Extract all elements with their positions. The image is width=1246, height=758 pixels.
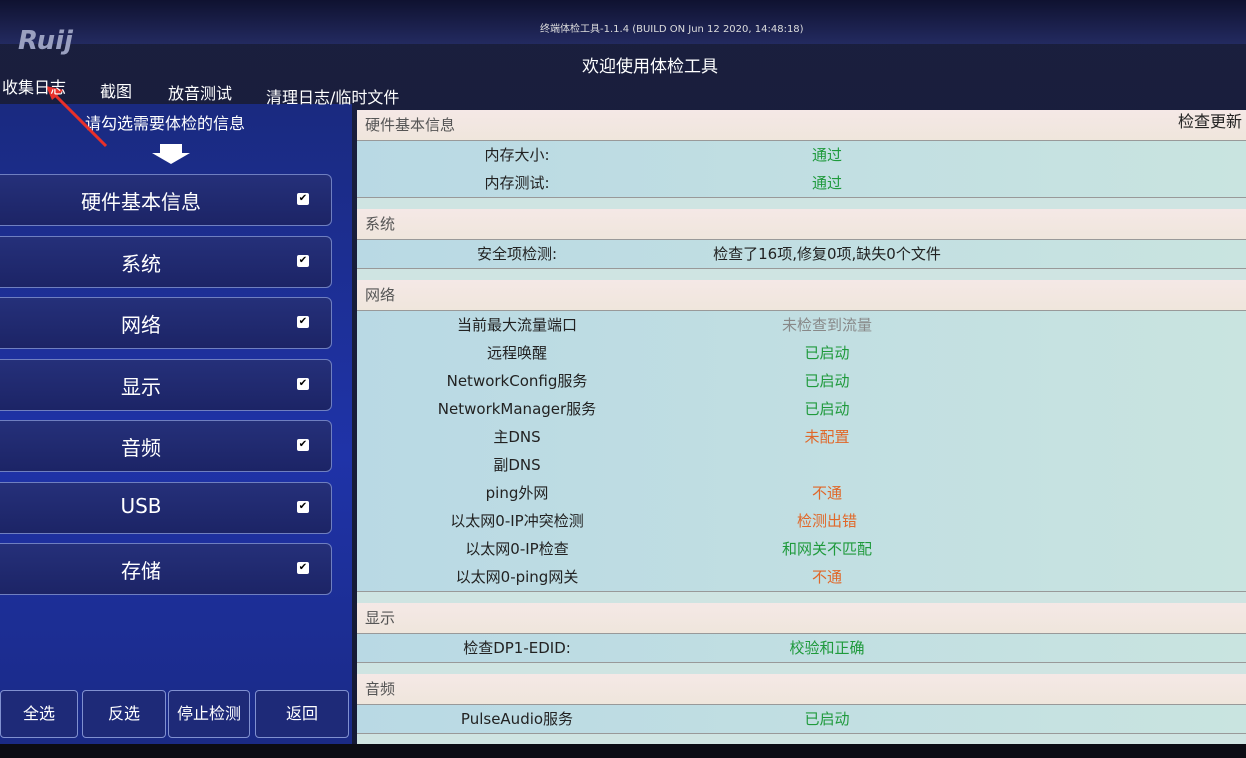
result-status: 已启动 bbox=[804, 400, 850, 418]
result-label: 内存测试: bbox=[484, 174, 550, 192]
result-row: 主DNS 未配置 bbox=[357, 423, 1246, 451]
result-label: 安全项检测: bbox=[476, 245, 558, 263]
result-status: 未配置 bbox=[804, 428, 850, 446]
result-label: ping外网 bbox=[485, 484, 549, 502]
action-button[interactable]: 返回 bbox=[255, 690, 349, 738]
result-status: 检测出错 bbox=[796, 512, 857, 530]
result-status: 通过 bbox=[811, 174, 842, 192]
result-status: 已启动 bbox=[804, 344, 850, 362]
results-panel: 硬件基本信息 内存大小: 通过 内存测试: 通过 系统 安全项检测: 检查了16项,修复0项,… bbox=[357, 110, 1246, 750]
result-label: 检查DP1-EDID: bbox=[463, 639, 571, 657]
check-item[interactable]: 音频 ✔ bbox=[0, 420, 332, 472]
section-header: 硬件基本信息 bbox=[357, 110, 1246, 141]
result-row: PulseAudio服务 已启动 bbox=[357, 705, 1246, 734]
result-label: 以太网0-IP冲突检测 bbox=[450, 512, 584, 530]
result-label: 以太网0-ping网关 bbox=[455, 568, 579, 586]
result-row: 当前最大流量端口 未检查到流量 bbox=[357, 311, 1246, 339]
check-item[interactable]: 硬件基本信息 ✔ bbox=[0, 174, 332, 226]
annotation-arrow bbox=[46, 86, 108, 148]
check-item-label: 显示 bbox=[121, 374, 161, 399]
check-item[interactable]: 网络 ✔ bbox=[0, 297, 332, 349]
result-status: 检查了16项,修复0项,缺失0个文件 bbox=[713, 245, 941, 263]
menu-item[interactable]: 收集日志 bbox=[2, 78, 67, 97]
result-label: 副DNS bbox=[493, 456, 541, 474]
checkbox[interactable]: ✔ bbox=[297, 193, 309, 205]
checkbox[interactable]: ✔ bbox=[297, 316, 309, 328]
action-button[interactable]: 全选 bbox=[0, 690, 78, 738]
result-status: 校验和正确 bbox=[789, 639, 865, 657]
result-status: 未检查到流量 bbox=[781, 316, 872, 334]
result-label: NetworkManager服务 bbox=[437, 400, 597, 418]
result-row: 副DNS bbox=[357, 451, 1246, 479]
result-label: 远程唤醒 bbox=[486, 344, 547, 362]
result-label: PulseAudio服务 bbox=[460, 710, 574, 728]
result-status: 已启动 bbox=[804, 710, 850, 728]
section-header: 网络 bbox=[357, 280, 1246, 311]
sidebar-prompt: 请勾选需要体检的信息 bbox=[85, 114, 246, 133]
result-row: ping外网 不通 bbox=[357, 479, 1246, 507]
check-item[interactable]: 显示 ✔ bbox=[0, 358, 332, 411]
result-row: NetworkManager服务 已启动 bbox=[357, 395, 1246, 423]
result-row: 内存测试: 通过 bbox=[357, 169, 1246, 198]
menu-item[interactable]: 放音测试 bbox=[168, 84, 233, 103]
result-row: 内存大小: 通过 bbox=[357, 141, 1246, 169]
check-update-link[interactable]: 检查更新 bbox=[1178, 112, 1243, 131]
result-status: 和网关不匹配 bbox=[781, 540, 872, 558]
section-header: 音频 bbox=[357, 674, 1246, 705]
check-item[interactable]: 存储 ✔ bbox=[0, 543, 332, 595]
result-label: 内存大小: bbox=[484, 146, 550, 164]
checkbox[interactable]: ✔ bbox=[297, 377, 309, 390]
result-status: 已启动 bbox=[804, 372, 850, 390]
action-button[interactable]: 反选 bbox=[82, 690, 166, 738]
result-row: 检查DP1-EDID: 校验和正确 bbox=[357, 634, 1246, 663]
screen-bezel bbox=[0, 744, 1246, 758]
result-row: 远程唤醒 已启动 bbox=[357, 339, 1246, 367]
check-item-label: USB bbox=[120, 493, 162, 518]
down-arrow-icon bbox=[152, 144, 190, 164]
sidebar: 请勾选需要体检的信息 硬件基本信息 ✔ 系统 ✔ 网络 ✔ 显示 ✔ 音频 ✔ USB ✔ 存储 ✔ bbox=[0, 104, 352, 744]
check-item-label: 音频 bbox=[121, 436, 161, 460]
action-button[interactable]: 停止检测 bbox=[168, 690, 250, 738]
check-item[interactable]: 系统 ✔ bbox=[0, 235, 332, 288]
result-row: 以太网0-IP检查 和网关不匹配 bbox=[357, 535, 1246, 563]
result-row: 安全项检测: 检查了16项,修复0项,缺失0个文件 bbox=[357, 240, 1246, 269]
logo: Ruij bbox=[18, 26, 73, 56]
section-header: 系统 bbox=[357, 209, 1246, 240]
result-label: 主DNS bbox=[493, 428, 541, 446]
checkbox[interactable]: ✔ bbox=[297, 500, 309, 513]
welcome-text: 欢迎使用体检工具 bbox=[582, 57, 718, 77]
checkbox[interactable]: ✔ bbox=[297, 439, 309, 451]
title-bar bbox=[0, 0, 1246, 44]
check-item-label: 系统 bbox=[121, 251, 161, 276]
menu-item[interactable]: 清理日志/临时文件 bbox=[266, 88, 400, 107]
menu-item[interactable]: 截图 bbox=[100, 82, 133, 101]
check-item-label: 网络 bbox=[121, 313, 161, 337]
check-item-label: 硬件基本信息 bbox=[81, 190, 201, 214]
result-label: 当前最大流量端口 bbox=[456, 316, 577, 334]
result-label: 以太网0-IP检查 bbox=[465, 540, 569, 558]
result-status: 通过 bbox=[811, 146, 842, 164]
result-status: 不通 bbox=[811, 484, 842, 502]
result-row: 以太网0-IP冲突检测 检测出错 bbox=[357, 507, 1246, 535]
section-header: 显示 bbox=[357, 603, 1246, 634]
check-item[interactable]: USB ✔ bbox=[0, 481, 332, 534]
checkbox[interactable]: ✔ bbox=[297, 562, 309, 574]
result-status: 不通 bbox=[811, 568, 842, 586]
result-row: NetworkConfig服务 已启动 bbox=[357, 367, 1246, 395]
checkbox[interactable]: ✔ bbox=[297, 254, 309, 267]
result-label: NetworkConfig服务 bbox=[446, 372, 588, 390]
result-row: 以太网0-ping网关 不通 bbox=[357, 563, 1246, 592]
check-item-label: 存储 bbox=[121, 559, 161, 583]
window-title: 终端体检工具-1.1.4 (BUILD ON Jun 12 2020, 14:4… bbox=[540, 24, 804, 35]
